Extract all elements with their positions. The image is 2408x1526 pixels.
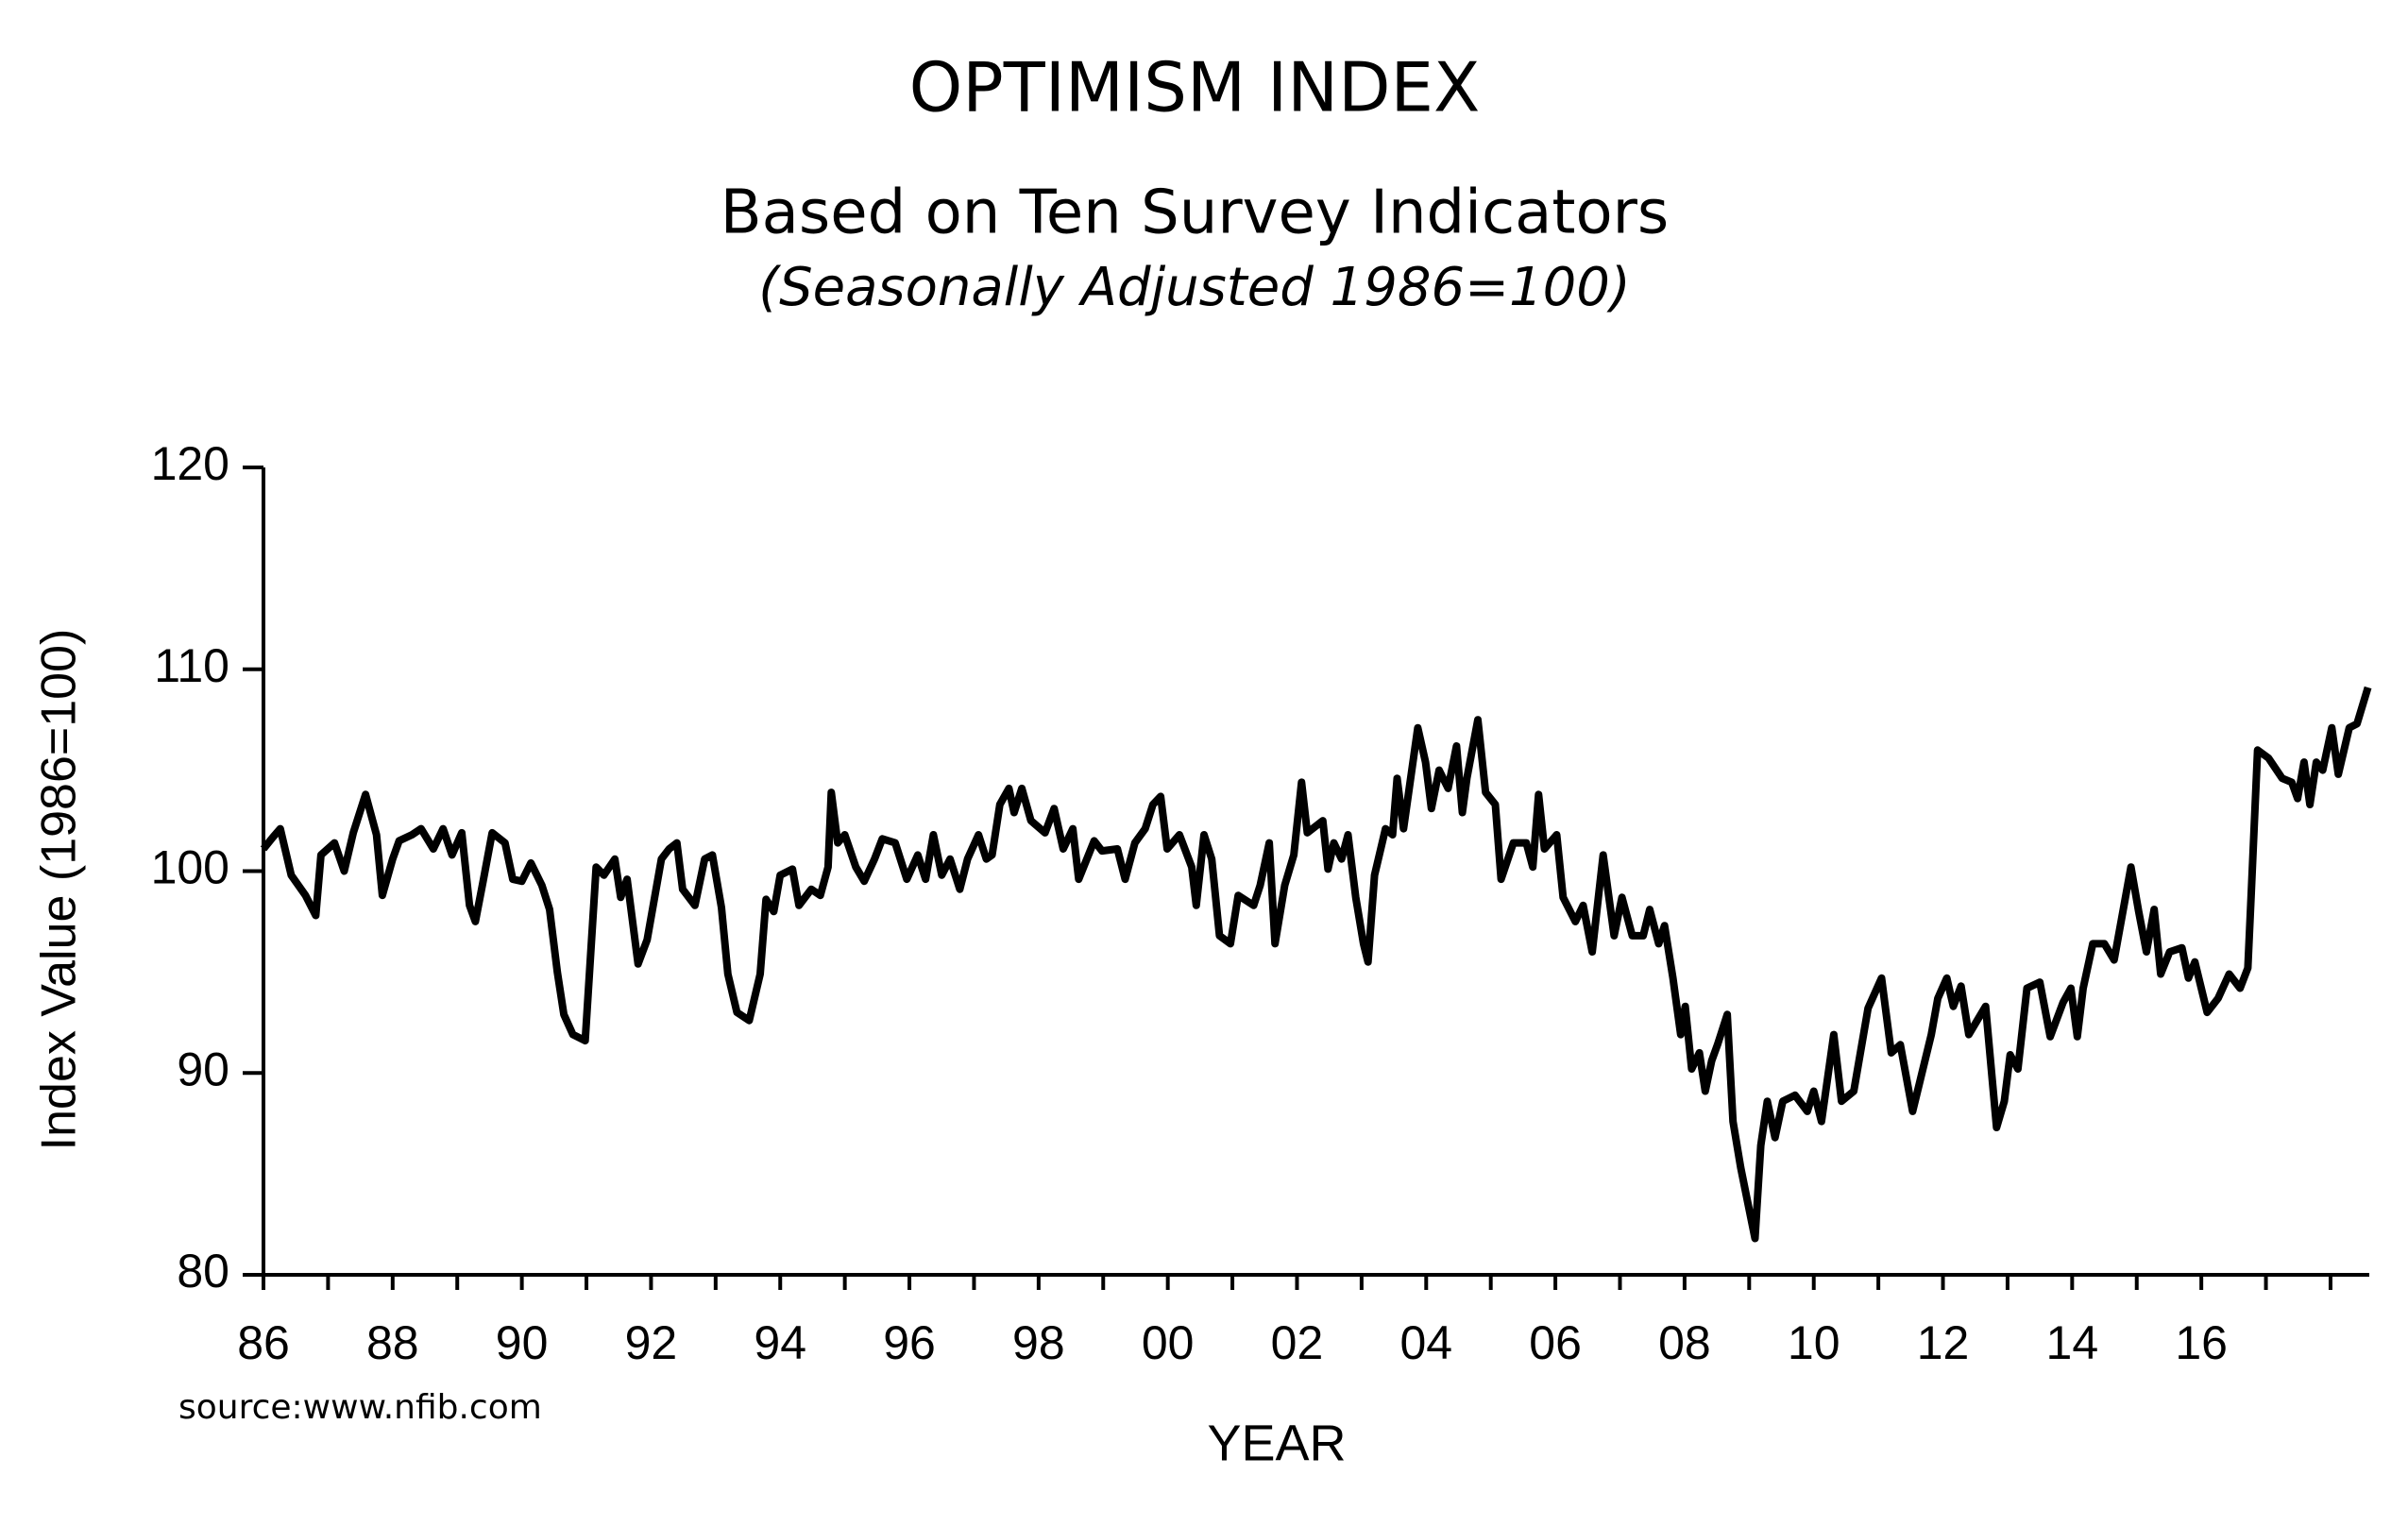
x-axis-label: YEAR	[1207, 1415, 1346, 1471]
chart-subtitle-note: (Seasonally Adjusted 1986=100)	[758, 257, 1630, 318]
y-tick-label: 90	[177, 1043, 229, 1095]
x-tick-label: 86	[237, 1316, 290, 1369]
y-tick-label: 120	[151, 437, 229, 490]
x-tick-label: 08	[1658, 1316, 1711, 1369]
x-tick-label: 96	[883, 1316, 936, 1369]
x-tick-label: 88	[366, 1316, 419, 1369]
x-tick-label: 06	[1529, 1316, 1582, 1369]
x-tick-label: 10	[1788, 1316, 1840, 1369]
x-tick-label: 92	[625, 1316, 678, 1369]
y-axis-label: Index Value (1986=100)	[32, 629, 87, 1151]
x-tick-label: 98	[1012, 1316, 1065, 1369]
chart-subtitle: Based on Ten Survey Indicators	[721, 178, 1670, 248]
chart-title: OPTIMISM INDEX	[909, 48, 1481, 127]
x-tick-label: 04	[1399, 1316, 1452, 1369]
x-tick-label: 14	[2046, 1316, 2099, 1369]
x-tick-label: 94	[754, 1316, 806, 1369]
source-note: source:www.nfib.com	[178, 1388, 542, 1427]
x-tick-label: 90	[496, 1316, 549, 1369]
data-line	[260, 686, 2372, 1243]
x-tick-label: 02	[1271, 1316, 1324, 1369]
y-tick-label: 100	[151, 841, 229, 894]
x-tick-label: 16	[2175, 1316, 2228, 1369]
x-tick-label: 12	[1917, 1316, 1970, 1369]
x-tick-label: 00	[1142, 1316, 1195, 1369]
y-tick-label: 110	[154, 639, 229, 692]
y-tick-label: 80	[177, 1245, 229, 1297]
